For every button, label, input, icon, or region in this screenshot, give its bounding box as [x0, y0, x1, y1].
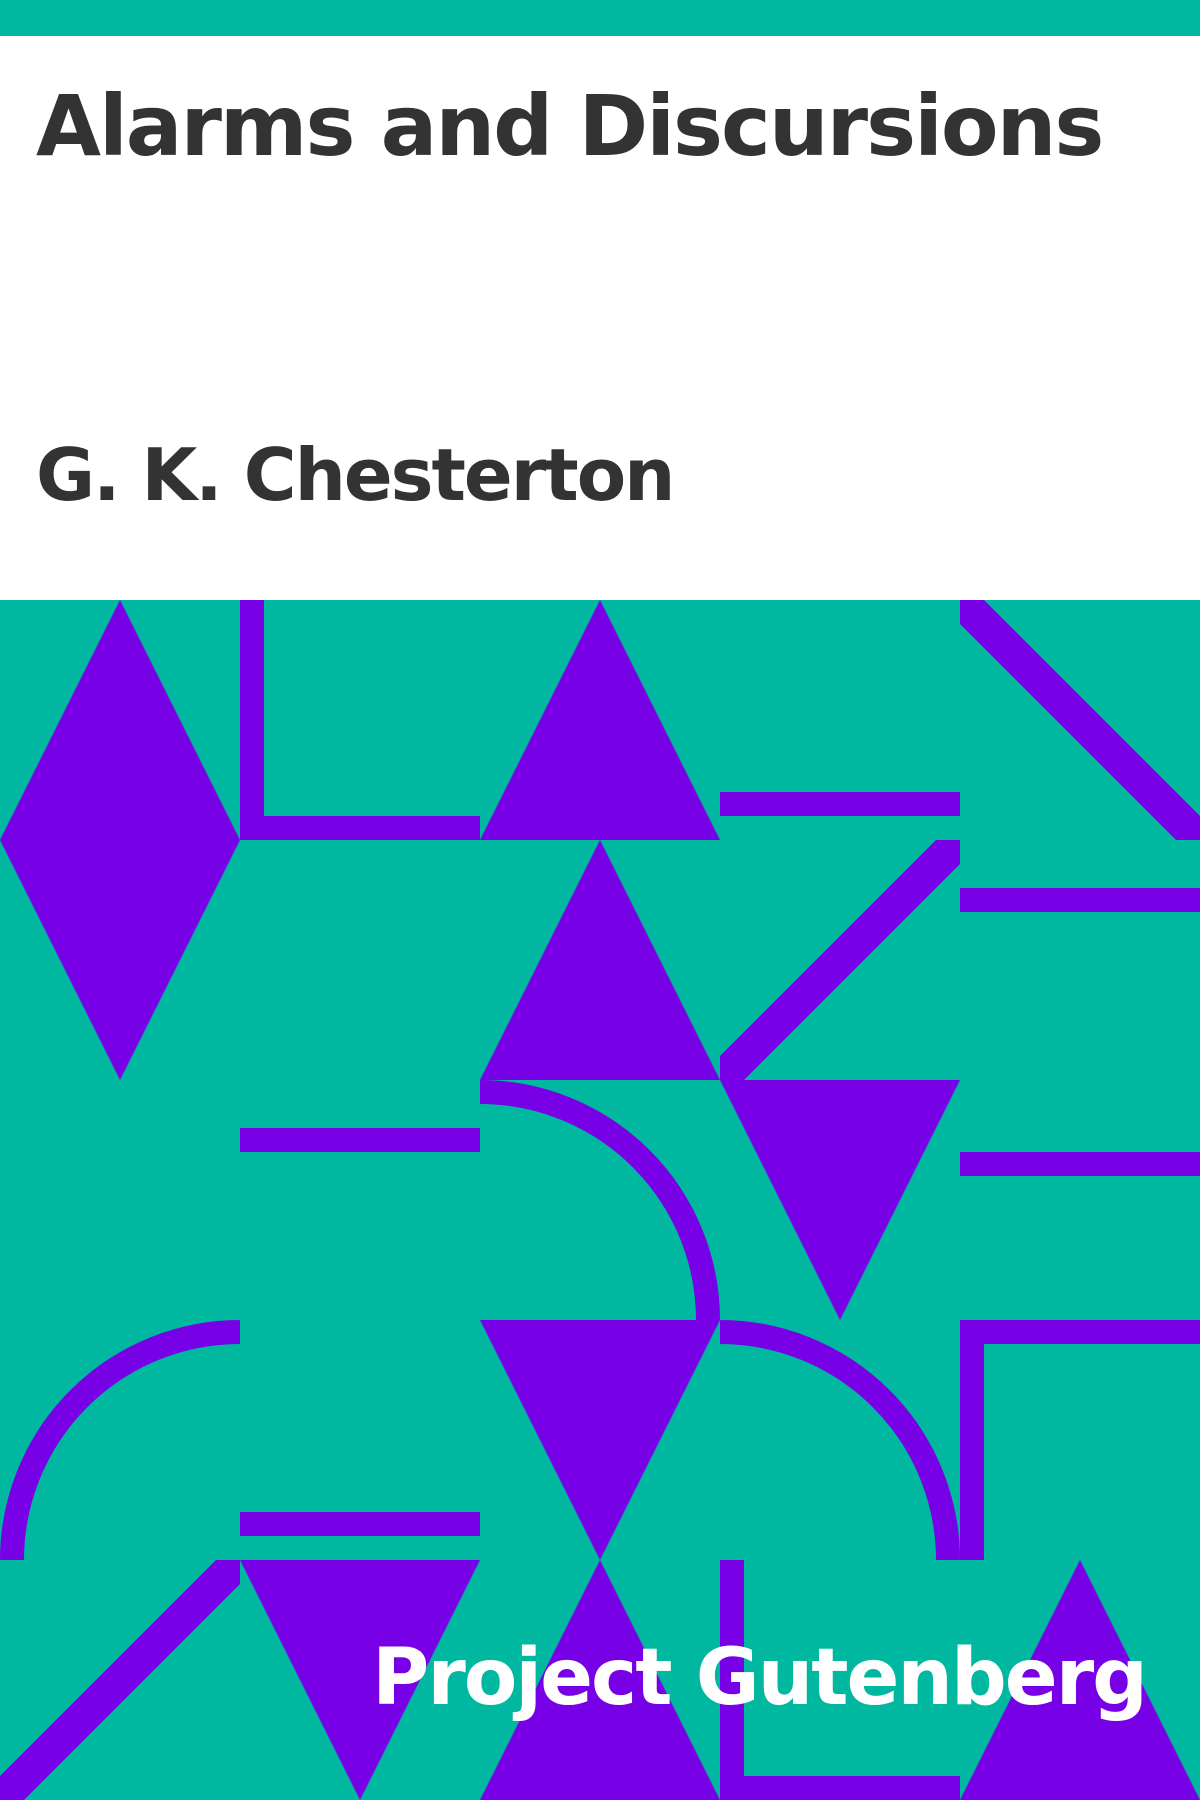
- book-title: Alarms and Discursions: [36, 77, 1104, 175]
- geometric-pattern-icon: [0, 600, 1200, 1800]
- book-author: G. K. Chesterton: [36, 433, 675, 517]
- top-accent-bar: [0, 0, 1200, 36]
- publisher-name: Project Gutenberg: [372, 1633, 1148, 1723]
